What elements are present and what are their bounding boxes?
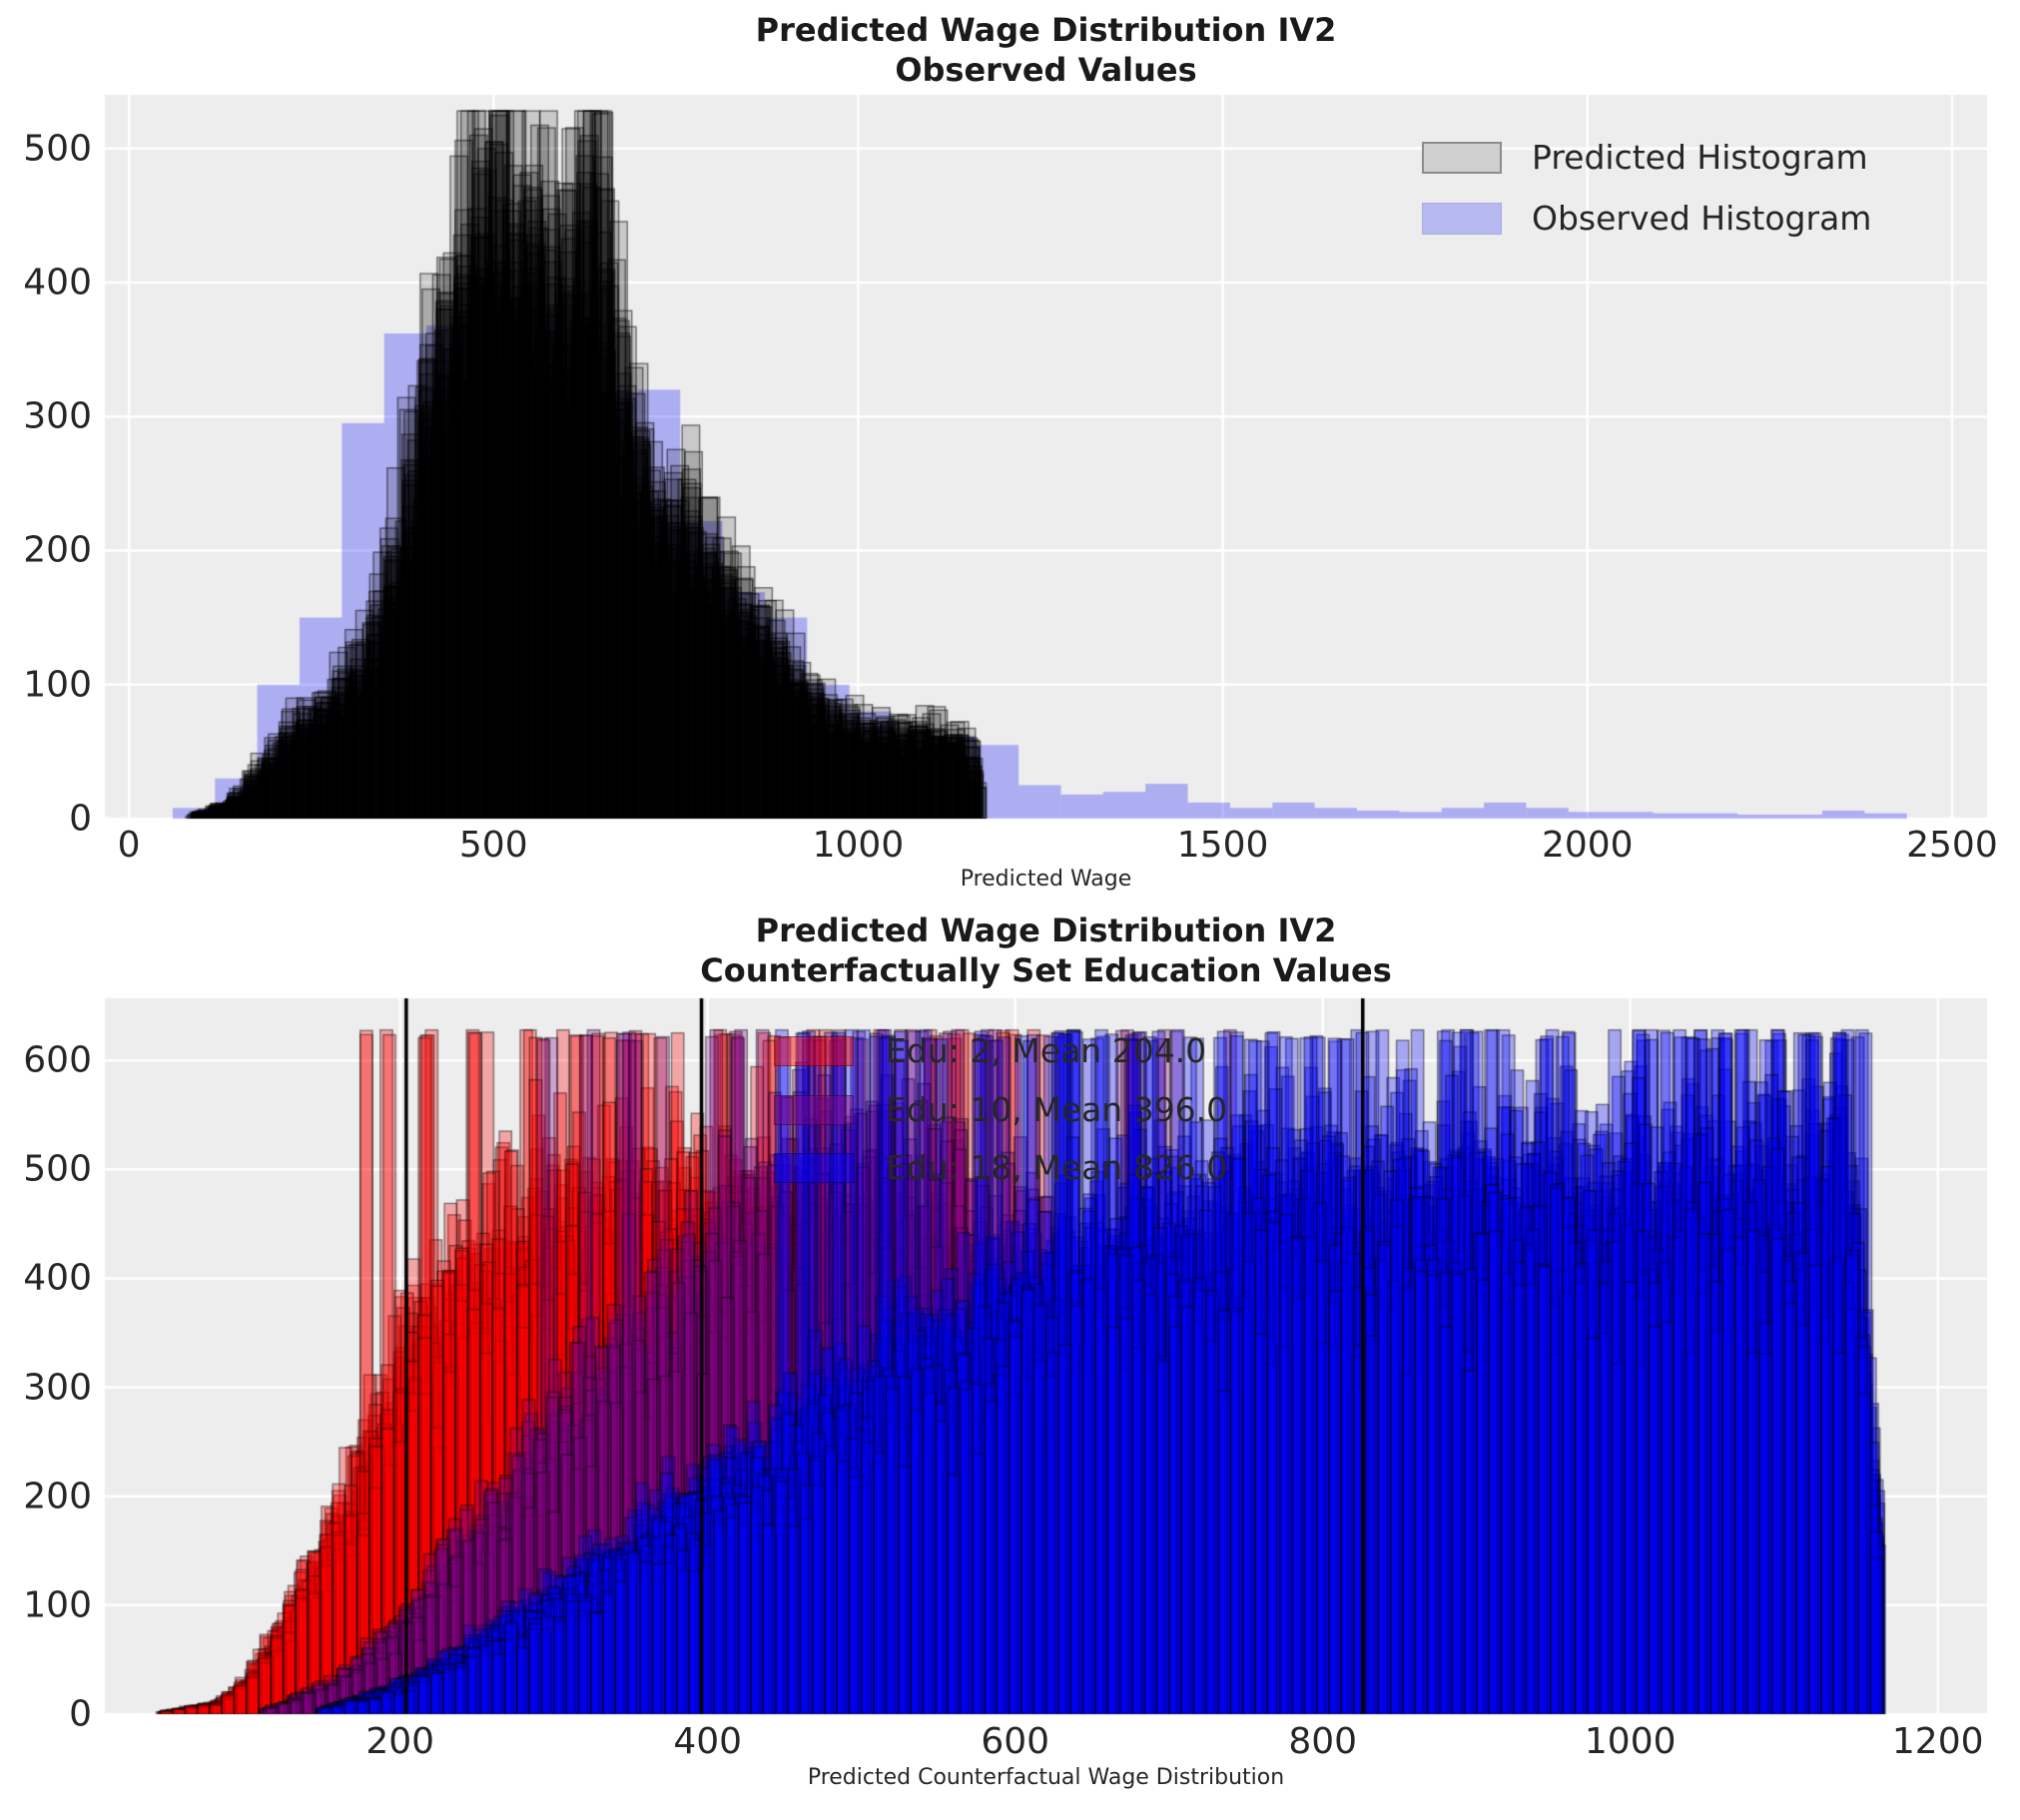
top-chart-xaxis-label: Predicted Wage <box>960 867 1132 892</box>
observed-histogram-swatch <box>1422 202 1502 235</box>
bottom-chart-xaxis-label: Predicted Counterfactual Wage Distributi… <box>807 1765 1285 1790</box>
top-x-tick-label: 500 <box>458 825 528 866</box>
bottom-x-tick-label: 400 <box>673 1721 743 1762</box>
bottom-y-tick-label: 400 <box>23 1257 92 1299</box>
legend-row-predicted: Predicted Histogram <box>1422 138 1868 177</box>
bottom-chart-title-line1: Predicted Wage Distribution IV2 <box>755 911 1337 949</box>
annotation-row-edu2: Edu: 2, Mean 204.0 <box>774 1031 1206 1070</box>
predicted-histogram-legend-label: Predicted Histogram <box>1532 138 1868 177</box>
top-y-tick-label: 200 <box>23 529 92 571</box>
bottom-x-tick-label: 800 <box>1288 1721 1358 1762</box>
observed-histogram-legend-label: Observed Histogram <box>1532 199 1872 238</box>
top-x-tick-label: 0 <box>117 825 141 866</box>
top-y-tick-label: 300 <box>23 395 92 437</box>
top-x-tick-label: 2000 <box>1541 825 1634 866</box>
top-y-tick-label: 400 <box>23 262 92 303</box>
top-chart-title-line2: Observed Values <box>895 51 1197 89</box>
legend-row-observed: Observed Histogram <box>1422 199 1871 238</box>
bottom-y-tick-label: 300 <box>23 1367 92 1409</box>
predicted-histogram-swatch <box>1422 141 1502 174</box>
edu10-mean-annotation: Edu: 10, Mean 396.0 <box>886 1090 1228 1129</box>
top-y-tick-label: 500 <box>23 128 92 170</box>
annotation-row-edu18: Edu: 18, Mean 826.0 <box>774 1148 1227 1187</box>
bottom-y-tick-label: 100 <box>23 1584 92 1626</box>
top-y-tick-label: 100 <box>23 664 92 706</box>
bottom-y-tick-label: 0 <box>69 1693 92 1735</box>
bottom-x-tick-label: 600 <box>981 1721 1050 1762</box>
bottom-chart-title-line2: Counterfactually Set Education Values <box>700 951 1392 989</box>
edu2-legend-swatch <box>774 1035 854 1066</box>
bottom-x-tick-label: 200 <box>365 1721 435 1762</box>
bottom-x-tick-label: 1000 <box>1584 1721 1677 1762</box>
bottom-y-tick-label: 500 <box>23 1148 92 1190</box>
top-y-tick-label: 0 <box>69 798 92 840</box>
top-x-tick-label: 1000 <box>812 825 905 866</box>
edu18-legend-swatch <box>774 1152 854 1183</box>
edu2-mean-annotation: Edu: 2, Mean 204.0 <box>886 1031 1207 1070</box>
top-chart-title-line1: Predicted Wage Distribution IV2 <box>755 11 1337 49</box>
annotation-row-edu10: Edu: 10, Mean 396.0 <box>774 1090 1227 1129</box>
top-x-tick-label: 2500 <box>1906 825 1998 866</box>
edu10-legend-swatch <box>774 1094 854 1125</box>
edu18-mean-annotation: Edu: 18, Mean 826.0 <box>886 1148 1228 1187</box>
top-x-tick-label: 1500 <box>1176 825 1269 866</box>
bottom-y-tick-label: 600 <box>23 1039 92 1081</box>
bottom-x-tick-label: 1200 <box>1891 1721 1984 1762</box>
bottom-y-tick-label: 200 <box>23 1476 92 1517</box>
